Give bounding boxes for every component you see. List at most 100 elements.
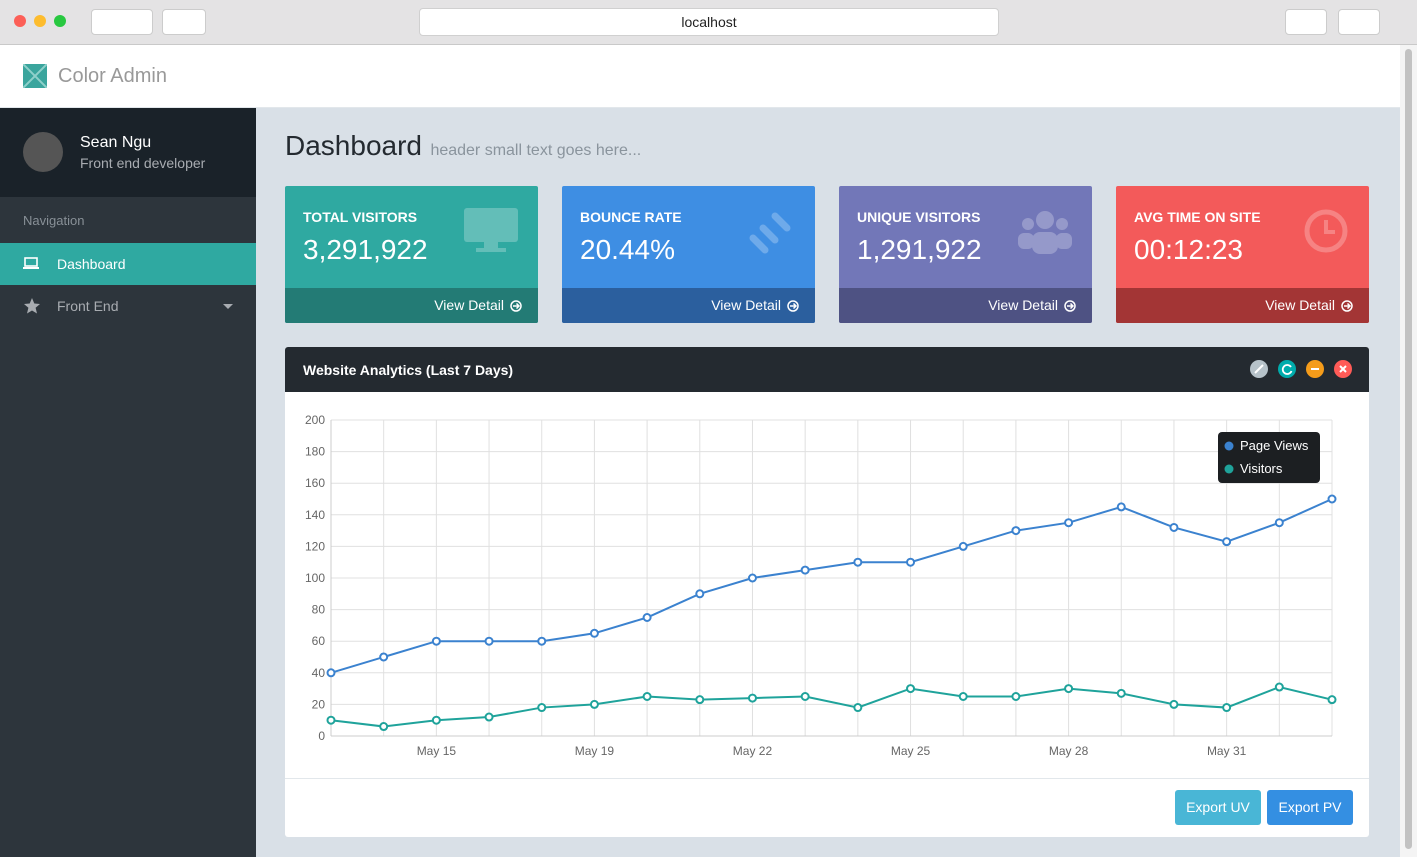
data-point	[589, 699, 599, 709]
zoom-button[interactable]	[54, 15, 66, 27]
user-role: Front end developer	[80, 155, 206, 171]
share-button[interactable]	[1285, 9, 1327, 35]
reload-button[interactable]	[1278, 360, 1296, 378]
x-tick-label: May 22	[733, 744, 773, 758]
data-point	[695, 695, 705, 705]
x-tick-label: May 19	[575, 744, 615, 758]
y-tick-label: 200	[305, 413, 325, 427]
panel-tools	[1250, 360, 1352, 378]
data-point	[853, 557, 863, 567]
scrollbar	[1400, 45, 1417, 857]
series-line	[330, 498, 1333, 674]
panel-header: Website Analytics (Last 7 Days)	[285, 347, 1369, 392]
browser-toolbar: localhost	[0, 0, 1417, 45]
close-button[interactable]	[14, 15, 26, 27]
data-point	[906, 557, 916, 567]
link-text: View Detail	[434, 297, 504, 313]
sidebar-toggle[interactable]	[162, 9, 206, 35]
link-text: View Detail	[1265, 297, 1335, 313]
stat-card: AVG TIME ON SITE 00:12:23 View Detail	[1116, 186, 1369, 323]
x-tick-label: May 31	[1207, 744, 1247, 758]
series-line	[330, 685, 1333, 728]
data-point	[800, 565, 810, 575]
link-text: View Detail	[988, 297, 1058, 313]
data-point	[1222, 703, 1232, 713]
data-point	[642, 692, 652, 701]
y-tick-label: 60	[312, 634, 326, 648]
stat-icon	[749, 212, 791, 254]
data-point	[1064, 684, 1074, 694]
stat-card: TOTAL VISITORS 3,291,922 View Detail	[285, 186, 538, 323]
minimize-button[interactable]	[34, 15, 46, 27]
stat-link[interactable]: View Detail	[562, 288, 815, 323]
stat-icon	[1018, 211, 1072, 254]
stat-link[interactable]: View Detail	[839, 288, 1092, 323]
data-point	[800, 692, 810, 701]
data-point	[853, 703, 863, 713]
brand-name: Color Admin	[58, 65, 167, 87]
chart: 0 20 40 60 80 100 120 140 160 180 200 May 15 May 19 M…	[305, 413, 1337, 758]
data-point	[537, 703, 547, 713]
y-tick-label: 20	[312, 697, 326, 711]
sidebar: Sean Ngu Front end developer Navigation …	[0, 108, 256, 857]
y-tick-label: 160	[305, 476, 325, 490]
stat-value: 20.44%	[580, 234, 675, 265]
stat-link[interactable]: View Detail	[285, 288, 538, 323]
nav-item-active[interactable]: Dashboard	[0, 243, 256, 285]
data-point	[537, 636, 547, 646]
data-point	[1274, 518, 1284, 528]
data-point	[431, 636, 441, 646]
legend-swatch	[1224, 441, 1234, 451]
data-point	[906, 684, 916, 694]
data-point	[326, 668, 336, 678]
y-tick-label: 140	[305, 508, 325, 522]
legend-box	[1218, 432, 1320, 483]
page-header: Dashboard header small text goes here...	[285, 130, 641, 162]
data-point	[958, 541, 968, 551]
y-tick-label: 40	[312, 666, 326, 680]
y-tick-label: 120	[305, 539, 325, 553]
panel: Website Analytics (Last 7 Days) 0 20 40 60 8…	[285, 347, 1369, 837]
data-point	[642, 613, 652, 622]
stat-card: UNIQUE VISITORS 1,291,922 View Detail	[839, 186, 1092, 323]
data-point	[1169, 699, 1179, 709]
data-point	[958, 692, 968, 701]
nav-heading: Navigation	[23, 213, 85, 228]
data-point	[747, 693, 757, 703]
stat-label: UNIQUE VISITORS	[857, 209, 981, 225]
stat-link[interactable]: View Detail	[1116, 288, 1369, 323]
nav-label: Front End	[57, 298, 119, 314]
nav-buttons[interactable]	[91, 9, 153, 35]
stat-card: BOUNCE RATE 20.44% View Detail	[562, 186, 815, 323]
data-point	[1011, 692, 1021, 701]
stat-label: AVG TIME ON SITE	[1134, 209, 1261, 225]
export-pv-button[interactable]: Export PV	[1267, 790, 1353, 825]
export-uv-button[interactable]: Export UV	[1175, 790, 1261, 825]
y-tick-label: 180	[305, 445, 325, 459]
stat-label: TOTAL VISITORS	[303, 209, 418, 225]
stat-value: 00:12:23	[1134, 234, 1243, 265]
page-title: Dashboard	[285, 130, 422, 161]
data-point	[1274, 682, 1284, 692]
data-point	[1116, 502, 1126, 512]
nav-item[interactable]: Front End	[0, 285, 256, 327]
legend-label: Page Views	[1240, 438, 1309, 453]
data-point	[379, 722, 389, 732]
data-point	[431, 715, 441, 725]
data-point	[1064, 518, 1074, 528]
legend-swatch	[1224, 464, 1234, 474]
data-point	[747, 573, 757, 583]
panel-title: Website Analytics (Last 7 Days)	[303, 362, 514, 378]
y-tick-label: 100	[305, 571, 325, 585]
panel-divider	[285, 778, 1369, 779]
stat-icon	[1304, 209, 1348, 253]
app-header: Color Admin	[0, 45, 1400, 108]
tabs-button[interactable]	[1338, 9, 1380, 35]
brand-logo	[23, 64, 47, 88]
data-point	[695, 589, 705, 599]
data-point	[326, 715, 336, 725]
stat-value: 1,291,922	[857, 234, 982, 265]
stat-value: 3,291,922	[303, 234, 428, 265]
address-bar[interactable]: localhost	[419, 8, 999, 36]
